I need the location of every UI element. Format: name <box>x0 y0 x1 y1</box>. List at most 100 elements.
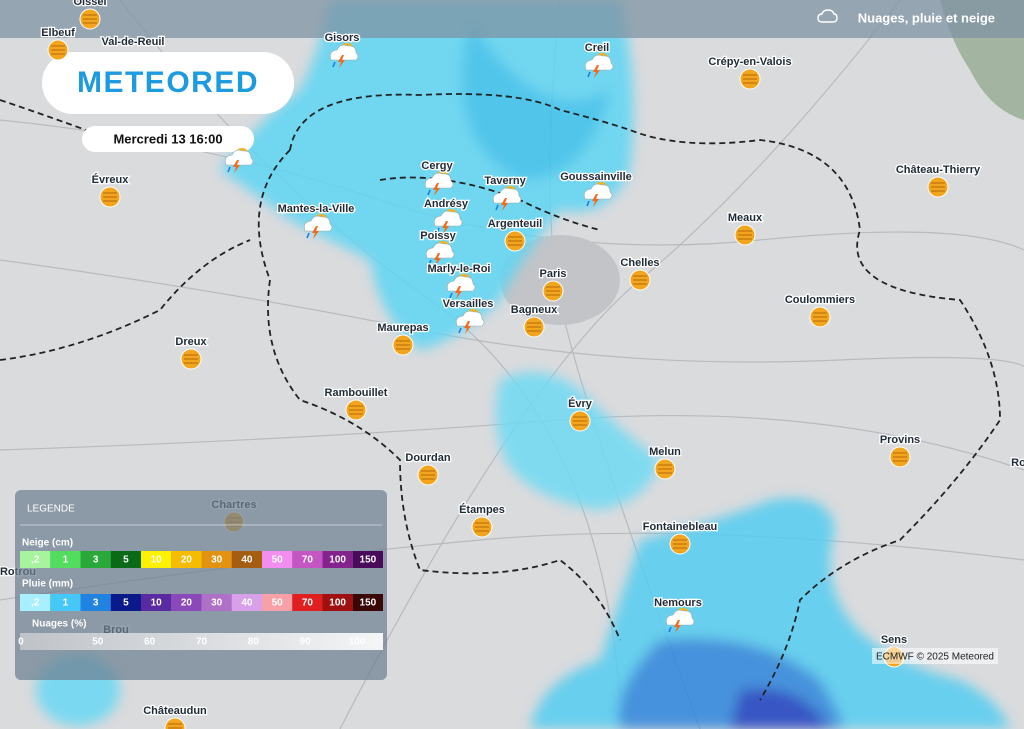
weather-icon-cloudy <box>542 280 564 302</box>
lightning <box>674 620 681 633</box>
lightning <box>501 198 508 211</box>
city-label: Creil <box>585 42 609 54</box>
rain-drop <box>586 200 590 207</box>
cloud <box>665 609 695 626</box>
date: Mercredi 13 16:00 <box>113 131 222 146</box>
header-bar <box>0 0 1024 38</box>
clouds-label: 100 <box>349 637 366 648</box>
rain-label: 70 <box>302 598 314 609</box>
rain-swatch <box>352 594 383 611</box>
snow-label: 100 <box>329 555 346 566</box>
rain-label: 40 <box>241 598 253 609</box>
city-label: Provins <box>880 434 920 446</box>
rain-label: 50 <box>272 598 284 609</box>
weather-icon-storm <box>424 171 454 196</box>
lightning <box>464 321 471 334</box>
snow-swatch <box>141 551 172 568</box>
weather-icon-cloudy <box>523 316 545 338</box>
cloud <box>584 54 614 71</box>
city-label: Andrésy <box>424 198 469 210</box>
city-label: Mantes-la-Ville <box>278 203 355 215</box>
layer-indicator[interactable]: Nuages, pluie et neige <box>817 9 995 25</box>
lightning <box>433 183 440 196</box>
rain-drop <box>449 292 453 299</box>
date-pill <box>82 126 254 152</box>
snow-label: 5 <box>123 555 129 566</box>
city-label: Bagneux <box>511 304 558 316</box>
weather-icon-storm <box>329 43 359 68</box>
legend-panel <box>15 490 387 680</box>
lightning <box>434 253 441 266</box>
city-label: Elbeuf <box>41 27 75 39</box>
clouds-label: 60 <box>144 637 156 648</box>
rain-swatch <box>201 594 232 611</box>
city-label: Maurepas <box>377 322 428 334</box>
weather-icon-storm <box>425 241 455 266</box>
city-label: Goussainville <box>560 171 632 183</box>
snow-swatch <box>171 551 202 568</box>
rain-label: 100 <box>329 598 346 609</box>
weather-icon-storm <box>433 209 463 234</box>
cloud <box>455 310 485 327</box>
cloud <box>425 242 455 259</box>
weather-icon-cloudy <box>927 176 949 198</box>
rain-swatch <box>110 594 141 611</box>
lightning <box>593 65 600 78</box>
city-label: Oissel <box>73 0 106 8</box>
city-label: Dourdan <box>405 452 451 464</box>
snow-label: 20 <box>181 555 193 566</box>
layer-icon <box>817 9 838 23</box>
credit: ECMWF © 2025 Meteored <box>876 652 994 663</box>
weather-icon-cloudy <box>392 334 414 356</box>
snow-swatch <box>110 551 141 568</box>
city-label: Versailles <box>443 298 494 310</box>
snow-label: ,2 <box>31 555 40 566</box>
city-label: Évreux <box>92 173 130 186</box>
rain-label: 20 <box>181 598 193 609</box>
weather-icon-cloudy <box>417 464 439 486</box>
weather-icon-cloudy <box>734 224 756 246</box>
rain-drop <box>668 626 672 633</box>
rain-drop <box>306 232 310 239</box>
weather-icon-cloudy <box>569 410 591 432</box>
weather-icon-cloudy <box>669 533 691 555</box>
snow-label: 1 <box>63 555 69 566</box>
snow-swatch <box>352 551 383 568</box>
cloud <box>424 172 454 189</box>
weather-icon-storm <box>583 182 613 207</box>
city-label: Étampes <box>459 503 505 516</box>
city-label: Château-Thierry <box>896 164 981 176</box>
snow-title: Neige (cm) <box>22 538 73 549</box>
city-label: Paris <box>540 268 567 280</box>
weather-icon-cloudy <box>889 446 911 468</box>
rain-label: 10 <box>151 598 163 609</box>
rain-drop <box>428 259 432 266</box>
city-label: Argenteuil <box>488 218 542 230</box>
legend-title: LEGENDE <box>27 504 75 515</box>
urban-area <box>500 235 620 325</box>
weather-icon-storm <box>303 214 333 239</box>
clouds-scale <box>20 633 383 650</box>
rain-swatch <box>20 594 51 611</box>
city-label: Cergy <box>421 160 453 172</box>
weather-icon-cloudy <box>164 717 186 729</box>
rain-label: 3 <box>93 598 99 609</box>
snow-swatch <box>20 551 51 568</box>
rain-swatch <box>231 594 262 611</box>
weather-icon-storm <box>455 309 485 334</box>
logo: METEORED <box>77 66 259 99</box>
snow-swatch <box>201 551 232 568</box>
weather-icon-cloudy <box>79 8 101 30</box>
city-label: Rambouillet <box>325 387 388 399</box>
city-label: Nemours <box>654 597 702 609</box>
city-label: Évry <box>568 397 593 410</box>
weather-icon-cloudy <box>654 458 676 480</box>
weather-icon-storm <box>224 148 254 173</box>
clouds-title: Nuages (%) <box>32 619 86 630</box>
city-label: Sens <box>881 634 907 646</box>
city-label: Melun <box>649 446 681 458</box>
snow-swatch <box>262 551 293 568</box>
lightning <box>442 221 449 234</box>
clouds-label: 50 <box>92 637 104 648</box>
